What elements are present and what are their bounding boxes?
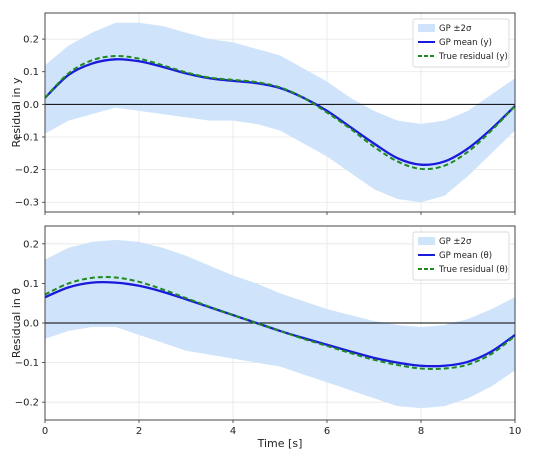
y-tick-label-bottom-0: −0.2 bbox=[15, 398, 39, 409]
y-ticks-top: −0.3 −0.2 −0.1 0.0 0.1 0.2 bbox=[15, 35, 45, 209]
series-lines-top bbox=[44, 55, 516, 171]
legend-label-top-2: True residual (y) bbox=[438, 52, 508, 62]
y-ticks-bottom: −0.2 −0.1 0.0 0.1 0.2 bbox=[15, 239, 45, 409]
y-axis-label-bottom: Residual in θ bbox=[10, 288, 23, 358]
series-lines-bottom bbox=[44, 276, 516, 370]
y-tick-label-top-3: 0.0 bbox=[23, 100, 39, 111]
x-tick-label-bottom-0: 0 bbox=[42, 426, 48, 437]
legend-label-top-1: GP mean (y) bbox=[439, 38, 492, 48]
x-tick-label-bottom-1: 2 bbox=[136, 426, 142, 437]
y-tick-label-top-2: −0.1 bbox=[15, 132, 39, 143]
y-axis-label-top: Residual in y bbox=[10, 77, 23, 147]
y-tick-label-top-0: −0.3 bbox=[15, 198, 39, 209]
gp-mean-line-top bbox=[44, 58, 516, 166]
legend-swatch-bottom-0 bbox=[418, 237, 435, 245]
y-tick-label-top-4: 0.1 bbox=[23, 67, 39, 78]
axes-frame-top bbox=[44, 12, 516, 213]
legend-label-top-0: GP ±2σ bbox=[439, 24, 472, 34]
x-tick-label-bottom-3: 6 bbox=[324, 426, 330, 437]
y-tick-label-top-1: −0.2 bbox=[15, 165, 39, 176]
x-ticks-top bbox=[44, 212, 516, 215]
true-residual-line-bottom bbox=[44, 276, 516, 370]
x-axis-label-bottom: Time [s] bbox=[257, 437, 303, 450]
confidence-band-bottom bbox=[45, 239, 515, 409]
legend-box-bottom bbox=[412, 231, 510, 281]
confidence-band-bottom bbox=[45, 239, 515, 409]
y-tick-label-bottom-3: 0.1 bbox=[23, 279, 39, 290]
plot-bottom: 0 2 4 6 8 10 −0.2−0.10.00.10.2 Residual in θ … bbox=[10, 225, 522, 450]
plot-top: −0.3 −0.2 −0.1 0.0 0.1 0.2 Residual in y GP ±… bbox=[10, 12, 516, 215]
x-tick-label-bottom-2: 4 bbox=[230, 426, 236, 437]
x-tick-label-bottom-5: 10 bbox=[509, 426, 522, 437]
y-tick-label-bottom-1: −0.1 bbox=[15, 358, 39, 369]
gp-mean-line-bottom bbox=[44, 280, 516, 368]
legend-top: GP ±2σ GP mean (y) True residual (y) bbox=[412, 18, 510, 68]
legend-swatch-top-0 bbox=[418, 24, 435, 32]
y-tick-label-top-5: 0.2 bbox=[23, 35, 39, 46]
y-tick-label-bottom-2: 0.0 bbox=[23, 319, 39, 330]
legend-bottom: GP ±2σ GP mean (θ) True residual (θ) bbox=[412, 231, 510, 281]
y-tick-label-bottom-4: 0.2 bbox=[23, 239, 39, 250]
x-ticks-bottom: 0 2 4 6 8 10 bbox=[42, 420, 522, 437]
legend-box-top bbox=[412, 18, 510, 68]
legend-label-bottom-1: GP mean (θ) bbox=[439, 251, 492, 261]
legend-label-bottom-2: True residual (θ) bbox=[438, 265, 508, 275]
true-residual-line-top bbox=[44, 55, 516, 171]
x-tick-label-bottom-4: 8 bbox=[418, 426, 424, 437]
legend-label-bottom-0: GP ±2σ bbox=[439, 237, 472, 247]
